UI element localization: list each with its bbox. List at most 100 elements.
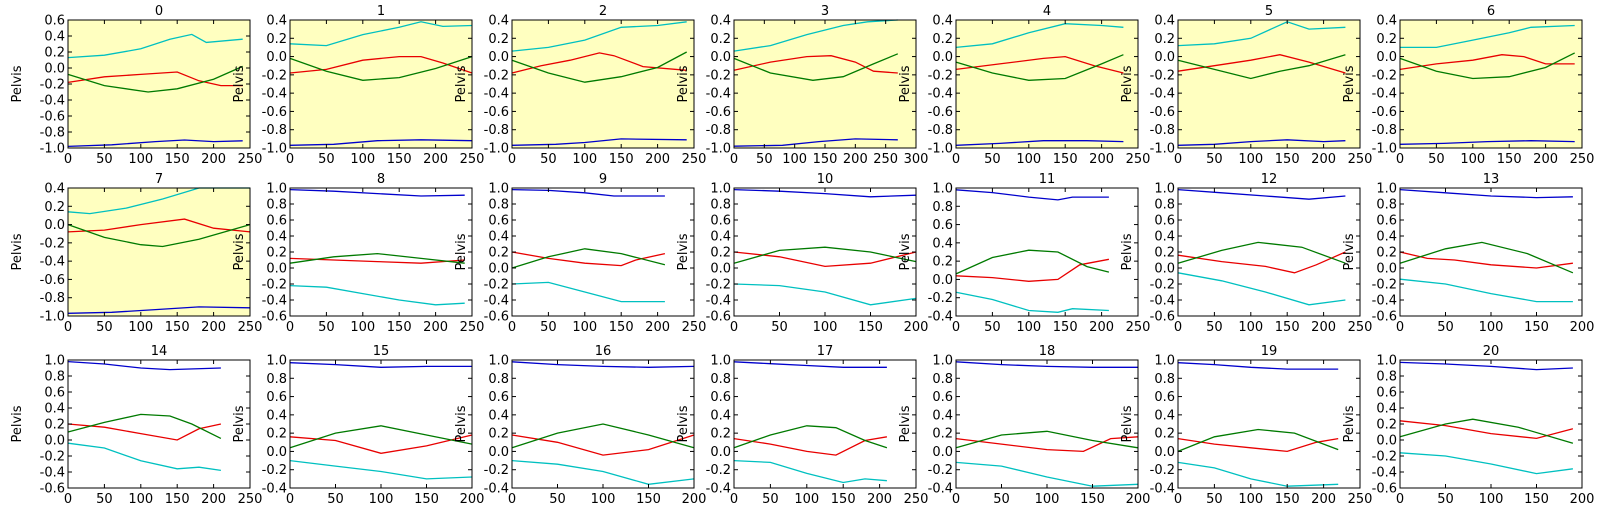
series-line-blue <box>511 188 665 197</box>
y-axis-label: Pelvis <box>1120 65 1135 102</box>
x-tick-label: 0 <box>730 320 738 335</box>
y-tick-label: 0.4 <box>488 230 509 245</box>
subplot-20: 0 50 100 150 200 -0.6-0.4-0.20.00.20.40.60.81… <box>1342 344 1594 507</box>
y-tick-label: 0.4 <box>44 30 65 45</box>
y-tick-label: -0.4 <box>706 294 731 309</box>
plot-frame <box>289 19 473 149</box>
y-tick-label: -0.4 <box>262 294 287 309</box>
series-line-cyan <box>1399 452 1573 475</box>
plot-area <box>68 188 250 316</box>
series-line-cyan <box>511 459 695 485</box>
y-tick-label: 0.6 <box>266 214 287 229</box>
y-tick-label: -0.6 <box>40 273 65 288</box>
x-tick-label: 50 <box>540 320 557 335</box>
y-axis-label: Pelvis <box>898 405 913 442</box>
y-tick-label: -1.0 <box>1372 142 1397 157</box>
y-tick-label: -0.8 <box>706 123 731 138</box>
plot-frame <box>511 19 695 149</box>
series-line-blue <box>1399 361 1573 371</box>
x-tick-label: 150 <box>414 492 439 507</box>
x-tick-label: 150 <box>165 492 190 507</box>
subplot-title: 13 <box>1483 172 1500 187</box>
y-tick-label: 0.6 <box>44 14 65 29</box>
y-tick-label: 0.2 <box>266 32 287 47</box>
y-tick-label: 0.8 <box>710 372 731 387</box>
x-tick-label: 250 <box>238 492 263 507</box>
x-tick-label: 50 <box>540 152 557 167</box>
series-line-blue <box>733 188 917 198</box>
y-axis-label: Pelvis <box>454 233 469 270</box>
subplot-title: 7 <box>155 172 163 187</box>
x-tick-label: 0 <box>1396 492 1404 507</box>
series-line-green <box>511 248 666 269</box>
y-tick-label: 0.2 <box>44 200 65 215</box>
x-tick-label: 50 <box>549 492 566 507</box>
y-tick-label: -0.2 <box>706 68 731 83</box>
y-tick-label: 0.4 <box>932 408 953 423</box>
y-axis-label: Pelvis <box>1342 233 1357 270</box>
y-axis-label: Pelvis <box>1342 405 1357 442</box>
series-line-green <box>733 53 899 81</box>
y-tick-label: -0.8 <box>1372 123 1397 138</box>
subplot-6: 0 50 100 150 200 250-1.0-0.8-0.6-0.4-0.20.00.… <box>1342 4 1594 167</box>
series-line-green <box>955 54 1124 81</box>
series-line-red <box>1399 54 1575 71</box>
y-tick-label: 0.2 <box>44 46 65 61</box>
x-tick-label: 200 <box>1311 492 1336 507</box>
y-axis-label: Pelvis <box>898 65 913 102</box>
subplot-16: 0 50 100 150 200-0.4-0.20.00.20.40.60.81.016… <box>454 344 706 507</box>
y-tick-label: 0.4 <box>932 236 953 251</box>
x-tick-label: 0 <box>1396 320 1404 335</box>
y-tick-label: 0.6 <box>1376 214 1397 229</box>
y-tick-label: 0.8 <box>266 372 287 387</box>
y-tick-label: -0.8 <box>928 123 953 138</box>
y-tick-label: 0.8 <box>44 370 65 385</box>
series-line-green <box>955 249 1110 275</box>
y-tick-label: 0.0 <box>266 445 287 460</box>
x-tick-label: 150 <box>1053 152 1078 167</box>
y-tick-label: 0.4 <box>710 408 731 423</box>
series-line-blue <box>733 361 887 368</box>
x-tick-label: 0 <box>952 492 960 507</box>
series-line-cyan <box>1177 21 1346 47</box>
x-tick-label: 50 <box>96 320 113 335</box>
subplot-19: 0 50 100 150 200 250 -0.4 -0.2 0.0 0.2 0.4 0.6 0.8 1.… <box>1120 344 1372 507</box>
series-line-red <box>1399 420 1574 440</box>
y-tick-label: -0.4 <box>484 482 509 497</box>
y-tick-label: 0.4 <box>710 14 731 29</box>
y-tick-label: 0.6 <box>1154 390 1175 405</box>
x-tick-label: 100 <box>572 320 597 335</box>
y-axis-label: Pelvis <box>232 233 247 270</box>
y-tick-label: 0.0 <box>932 273 953 288</box>
x-tick-label: 50 <box>1437 320 1454 335</box>
x-tick-label: 100 <box>813 320 838 335</box>
y-tick-label: 1.0 <box>932 182 953 197</box>
y-tick-label: -0.2 <box>1372 450 1397 465</box>
series-line-red <box>511 52 687 74</box>
x-tick-label: 150 <box>1524 492 1549 507</box>
y-tick-label: 0.4 <box>266 14 287 29</box>
series-line-green <box>1177 241 1346 264</box>
x-tick-label: 150 <box>858 320 883 335</box>
subplot-1: 0 50 100 150 200 250-1.0-0.8-0.6-0.4-0.20.00.… <box>232 4 484 167</box>
series-line-green <box>289 55 473 81</box>
x-tick-label: 200 <box>1126 492 1151 507</box>
plot-frame <box>955 187 1139 317</box>
x-tick-label: 100 <box>1016 152 1041 167</box>
series-line-blue <box>955 189 1109 201</box>
y-tick-label: 0.0 <box>266 262 287 277</box>
y-axis-label: Pelvis <box>232 65 247 102</box>
x-tick-label: 100 <box>1460 152 1485 167</box>
x-tick-label: 0 <box>286 320 294 335</box>
y-tick-label: 1.0 <box>1154 354 1175 369</box>
y-tick-label: -0.4 <box>40 466 65 481</box>
y-tick-label: -1.0 <box>484 142 509 157</box>
y-tick-label: 0.2 <box>44 418 65 433</box>
x-tick-label: 100 <box>128 320 153 335</box>
series-line-blue <box>511 138 687 146</box>
x-tick-label: 150 <box>831 492 856 507</box>
y-tick-label: -0.2 <box>928 291 953 306</box>
y-tick-label: 0.8 <box>488 198 509 213</box>
x-tick-label: 0 <box>1174 320 1182 335</box>
x-tick-label: 250 <box>460 320 485 335</box>
